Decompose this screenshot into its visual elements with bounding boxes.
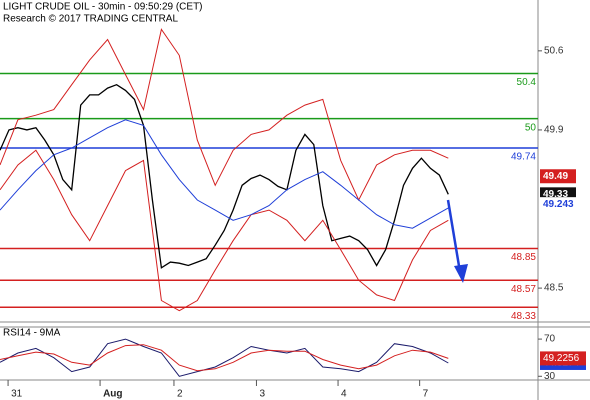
series-line <box>0 149 449 312</box>
y-tick-label: 30 <box>544 371 556 382</box>
chart-title: LIGHT CRUDE OIL - 30min - 09:50:29 (CET) <box>3 2 203 13</box>
rsi-title: RSI14 - 9MA <box>3 328 61 339</box>
y-tick-label: 50.6 <box>544 45 564 56</box>
series-line <box>0 119 449 229</box>
price-tag <box>540 197 576 212</box>
x-tick-label: Aug <box>103 389 122 400</box>
price-tag-label: 49.243 <box>543 199 574 210</box>
level-label: 50 <box>525 122 537 133</box>
level-label: 50.4 <box>517 77 537 88</box>
rsi-tag-label: 49.2256 <box>543 353 580 364</box>
x-tick-label: 2 <box>177 389 183 400</box>
arrow-head <box>454 264 468 283</box>
y-tick-label: 70 <box>544 334 556 345</box>
series-line <box>0 338 449 377</box>
price-tag-label: 49.49 <box>543 171 568 182</box>
x-tick-label: 31 <box>11 389 23 400</box>
forecast-arrow <box>446 199 468 283</box>
price-tag <box>540 169 576 184</box>
arrow-shaft <box>446 199 462 273</box>
rsi-tag <box>540 351 586 366</box>
x-tick-label: 4 <box>341 389 347 400</box>
series-line <box>0 28 449 202</box>
y-tick-label: 49.9 <box>544 125 564 136</box>
x-tick-label: 7 <box>423 389 429 400</box>
level-label: 48.33 <box>511 311 536 322</box>
series-line <box>0 344 449 372</box>
series-line <box>0 83 449 269</box>
price-tag-label: 49.33 <box>543 189 568 200</box>
level-label: 49.74 <box>511 152 536 163</box>
chart-subtitle: Research © 2017 TRADING CENTRAL <box>3 14 178 25</box>
level-label: 48.85 <box>511 252 536 263</box>
y-tick-label: 48.5 <box>544 283 564 294</box>
level-label: 48.57 <box>511 284 536 295</box>
x-tick-label: 3 <box>259 389 265 400</box>
